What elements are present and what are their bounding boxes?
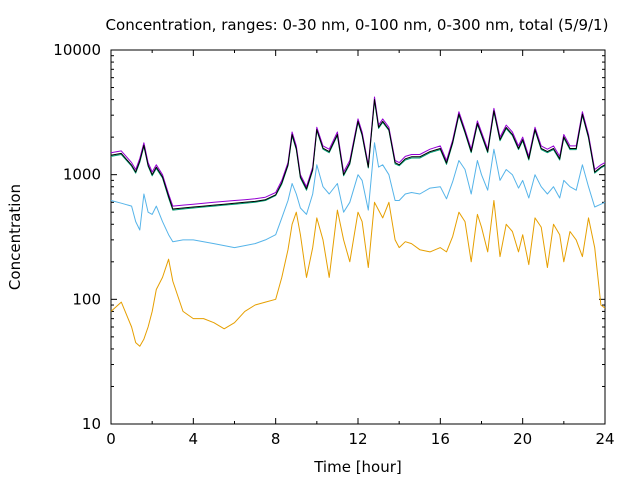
x-tick-label: 4 — [189, 430, 199, 448]
x-tick-label: 8 — [271, 430, 281, 448]
x-tick-label: 12 — [348, 430, 367, 448]
x-tick-label: 24 — [595, 430, 614, 448]
y-axis-label: Concentration — [6, 184, 24, 290]
y-tick-label: 10 — [82, 415, 101, 433]
x-tick-label: 20 — [513, 430, 532, 448]
y-tick-label: 100 — [72, 290, 101, 308]
series-line-1 — [110, 99, 606, 210]
x-tick-label: 16 — [431, 430, 450, 448]
axes: 0 4 8 12 16 20 24 10 100 1000 10000 — [53, 41, 614, 448]
y-tick-label: 10000 — [53, 41, 101, 59]
series-line-2 — [110, 100, 606, 211]
plot-frame — [110, 49, 606, 425]
y-tick-label: 1000 — [63, 166, 101, 184]
x-tick-label: 0 — [106, 430, 116, 448]
chart-title: Concentration, ranges: 0-30 nm, 0-100 nm… — [106, 16, 609, 34]
series-line-3 — [110, 142, 606, 249]
series-line-4 — [110, 200, 606, 347]
series-group — [110, 96, 606, 347]
x-axis-label: Time [hour] — [313, 458, 402, 476]
